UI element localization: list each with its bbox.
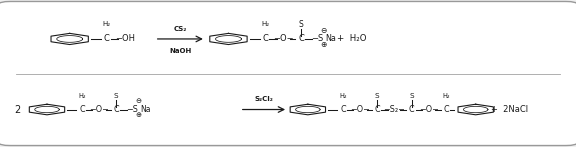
Text: +  2NaCl: + 2NaCl xyxy=(491,105,528,114)
Text: S₂Cl₂: S₂Cl₂ xyxy=(255,96,274,102)
Text: ⊕: ⊕ xyxy=(135,112,141,118)
Text: C: C xyxy=(374,105,380,114)
Text: S: S xyxy=(299,20,304,29)
Text: C: C xyxy=(104,34,109,44)
Text: −O−: −O− xyxy=(419,105,438,114)
Text: CS₂: CS₂ xyxy=(173,26,187,32)
Text: S: S xyxy=(375,93,380,99)
Text: −O−: −O− xyxy=(350,105,370,114)
Text: H₂: H₂ xyxy=(339,93,347,99)
Text: −O−: −O− xyxy=(89,105,109,114)
Text: −O−: −O− xyxy=(273,34,294,44)
Text: C: C xyxy=(444,105,449,114)
Text: H₂: H₂ xyxy=(442,93,450,99)
Text: +  H₂O: + H₂O xyxy=(338,34,367,44)
Text: ⊖: ⊖ xyxy=(320,26,327,35)
Text: 2: 2 xyxy=(14,105,20,115)
Text: C: C xyxy=(113,105,119,114)
Text: C: C xyxy=(79,105,85,114)
Text: H₂: H₂ xyxy=(78,93,86,99)
Text: ⊖: ⊖ xyxy=(135,98,141,104)
Text: Na: Na xyxy=(325,34,336,44)
Text: −S: −S xyxy=(126,105,138,114)
Text: −S: −S xyxy=(312,34,324,44)
Text: C: C xyxy=(298,34,304,44)
Text: C: C xyxy=(409,105,415,114)
Text: −S₂−: −S₂− xyxy=(383,105,405,114)
Text: H₂: H₂ xyxy=(262,21,270,27)
Text: ⊕: ⊕ xyxy=(320,40,327,49)
Text: Na: Na xyxy=(140,105,150,114)
Text: S: S xyxy=(114,93,119,99)
Text: C: C xyxy=(263,34,268,44)
Text: C: C xyxy=(340,105,346,114)
Text: −OH: −OH xyxy=(115,34,135,44)
Text: NaOH: NaOH xyxy=(169,48,191,54)
Text: S: S xyxy=(410,93,414,99)
Text: H₂: H₂ xyxy=(103,21,111,27)
